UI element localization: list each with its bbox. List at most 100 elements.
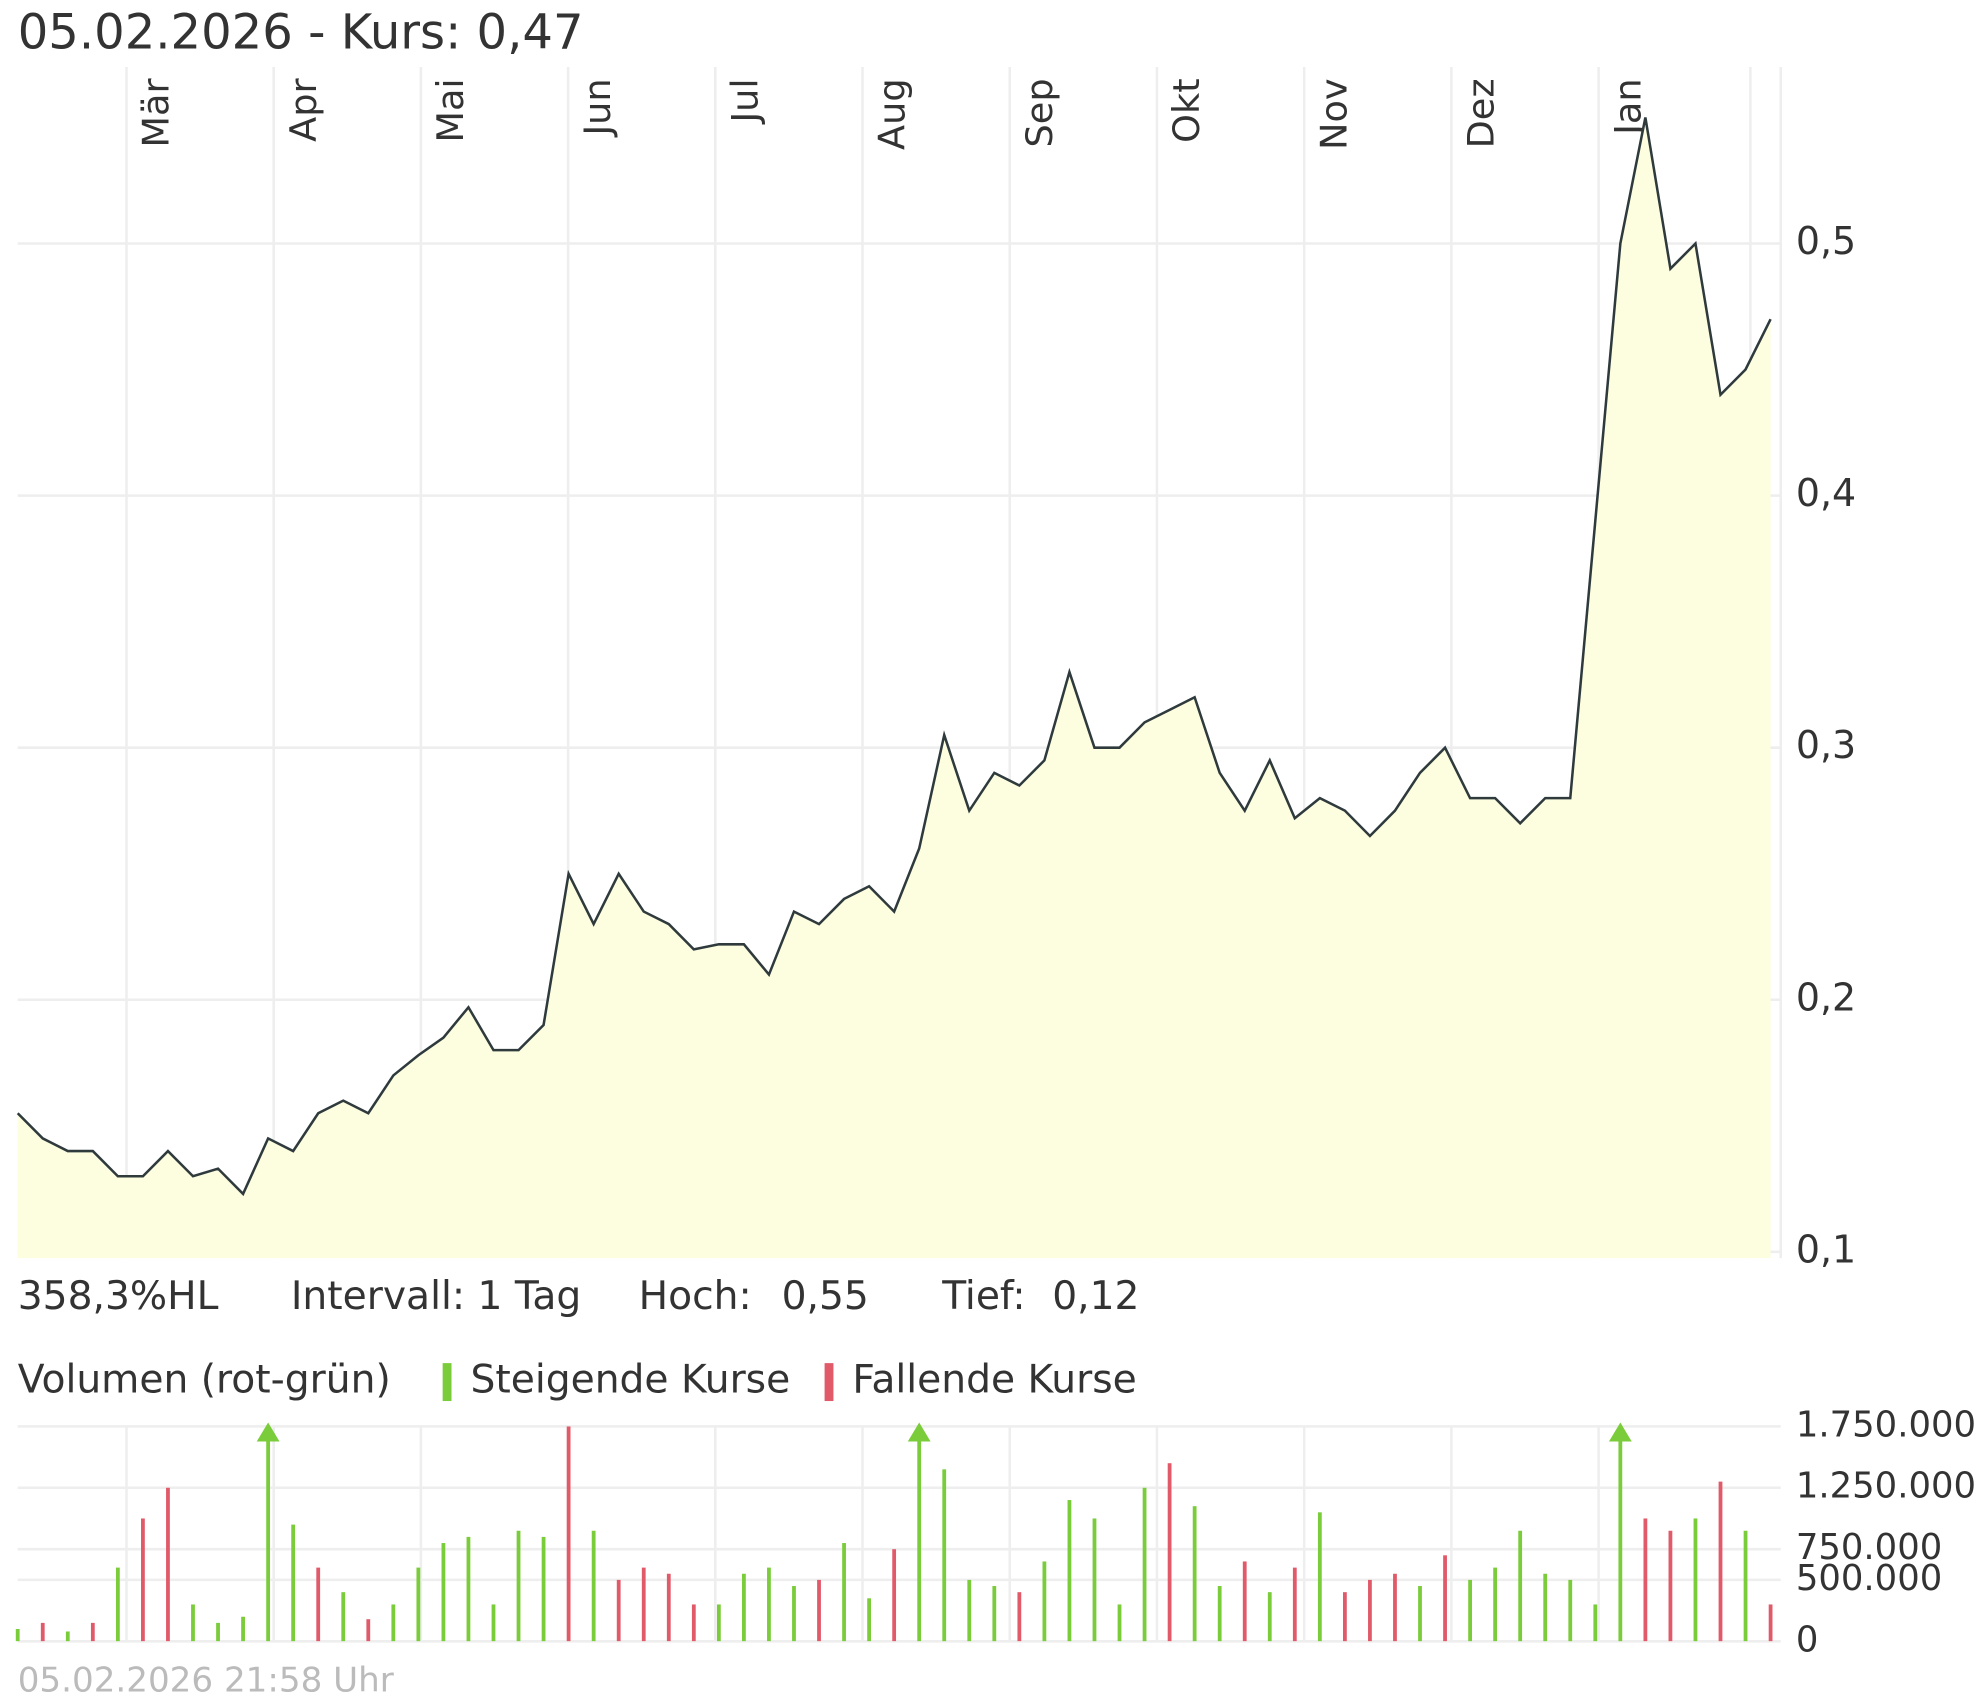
volume-bar — [1117, 1604, 1122, 1642]
volume-bar — [341, 1592, 346, 1642]
title: 05.02.2026 - Kurs: 0,47 — [18, 4, 584, 60]
volume-bar — [1292, 1567, 1297, 1642]
volume-bar — [892, 1549, 897, 1642]
volume-bar — [316, 1567, 321, 1642]
x-tick-label: Nov — [1312, 78, 1355, 150]
low: 0,12 — [1052, 1274, 1139, 1319]
volume-bar — [40, 1622, 45, 1642]
volume-bar — [716, 1604, 721, 1642]
y-tick-label: 0,4 — [1796, 471, 1856, 515]
volume-bar — [1743, 1530, 1748, 1642]
volume-bar — [516, 1530, 521, 1642]
legend-label: Steigende Kurse — [470, 1358, 790, 1403]
overflow-arrow — [256, 1422, 280, 1442]
low-label: Tief: — [941, 1274, 1025, 1319]
volume-bar — [1618, 1426, 1623, 1642]
volume-bar — [1167, 1463, 1172, 1642]
volume-bar — [1468, 1579, 1472, 1642]
volume-bar — [216, 1622, 220, 1642]
volume-bar — [1267, 1592, 1272, 1642]
volume-bar — [691, 1604, 696, 1642]
x-tick-label: Aug — [871, 78, 914, 150]
volume-bar — [1668, 1530, 1673, 1642]
y-tick-label: 1.250.000 — [1796, 1466, 1976, 1507]
volume-bar — [1568, 1579, 1573, 1642]
volume-bar — [792, 1586, 796, 1642]
interval: Intervall: 1 Tag — [291, 1274, 581, 1319]
volume-bar — [1017, 1592, 1022, 1642]
volume-bar — [391, 1604, 396, 1642]
volume-bar — [591, 1530, 596, 1642]
volume-bar — [65, 1631, 70, 1642]
volume-bar — [867, 1598, 872, 1642]
y-tick-label: 750.000 — [1796, 1527, 1942, 1568]
legend-label: Fallende Kurse — [852, 1358, 1136, 1403]
overflow-arrow — [907, 1422, 931, 1442]
volume-bar — [942, 1469, 947, 1642]
volume-bar — [166, 1487, 170, 1642]
x-tick-label: Jun — [576, 78, 619, 137]
x-tick-label: Mär — [135, 77, 178, 147]
volume-bar — [641, 1567, 646, 1642]
volume-bar — [416, 1567, 421, 1642]
volume-bar — [1493, 1567, 1498, 1642]
volume-bar — [1368, 1579, 1372, 1642]
y-tick-label: 0,1 — [1796, 1227, 1856, 1271]
x-tick-label: Mai — [429, 78, 472, 142]
y-tick-label: 0,2 — [1796, 975, 1856, 1019]
volume-bar — [967, 1579, 972, 1642]
volume-bar — [491, 1604, 496, 1642]
volume-bar — [141, 1518, 145, 1642]
volume-bar — [1768, 1604, 1773, 1642]
volume-bar — [90, 1622, 95, 1642]
legend-swatch — [442, 1363, 452, 1402]
y-tick-label: 0,5 — [1796, 219, 1856, 263]
volume-bar — [616, 1579, 621, 1642]
volume-bar — [466, 1536, 471, 1642]
volume-bar — [1217, 1586, 1222, 1642]
y-tick-label: 0,3 — [1796, 723, 1856, 767]
legend-swatch — [824, 1363, 834, 1402]
volume-bar — [566, 1426, 571, 1642]
range: 358,3%HL — [18, 1274, 219, 1319]
x-tick-label: Okt — [1165, 78, 1208, 142]
volume-bar — [1643, 1518, 1648, 1642]
x-tick-label: Sep — [1018, 78, 1061, 147]
volume-bar — [767, 1567, 771, 1642]
volume-bar — [1067, 1500, 1072, 1642]
volume-bar — [1192, 1506, 1197, 1642]
volume-bars — [15, 1426, 1773, 1642]
volume-bar — [366, 1619, 371, 1642]
volume-bar — [115, 1567, 120, 1642]
volume-bar — [1593, 1604, 1598, 1642]
volume-bar — [266, 1426, 271, 1642]
y-tick-label: 1.750.000 — [1796, 1404, 1976, 1445]
volume-bar — [666, 1573, 671, 1642]
volume-bar — [15, 1629, 20, 1642]
y-tick-label: 0 — [1796, 1619, 1819, 1660]
volume-bar — [1543, 1573, 1548, 1642]
high-label: Hoch: — [639, 1274, 752, 1319]
overflow-arrow — [1608, 1422, 1632, 1442]
volume-bar — [1393, 1573, 1397, 1642]
volume-bar — [1317, 1512, 1322, 1642]
volume-bar — [842, 1543, 846, 1642]
volume-bar — [1342, 1592, 1347, 1642]
volume-bar — [1242, 1561, 1247, 1642]
volume-bar — [241, 1616, 245, 1642]
timestamp: 05.02.2026 21:58 Uhr — [18, 1660, 395, 1700]
y-tick-label: 500.000 — [1796, 1558, 1942, 1599]
volume-bar — [291, 1524, 296, 1642]
price-area — [17, 117, 1771, 1259]
volume-bar — [1443, 1555, 1447, 1642]
volume-bar — [917, 1426, 922, 1642]
x-tick-label: Jul — [723, 78, 766, 124]
high: 0,55 — [782, 1274, 869, 1319]
volume-bar — [742, 1573, 746, 1642]
x-tick-label: Dez — [1459, 78, 1502, 148]
volume-bar — [541, 1536, 546, 1642]
x-tick-label: Apr — [282, 77, 325, 141]
volume-bar — [1693, 1518, 1698, 1642]
volume-title: Volumen (rot-grün) — [18, 1358, 391, 1403]
